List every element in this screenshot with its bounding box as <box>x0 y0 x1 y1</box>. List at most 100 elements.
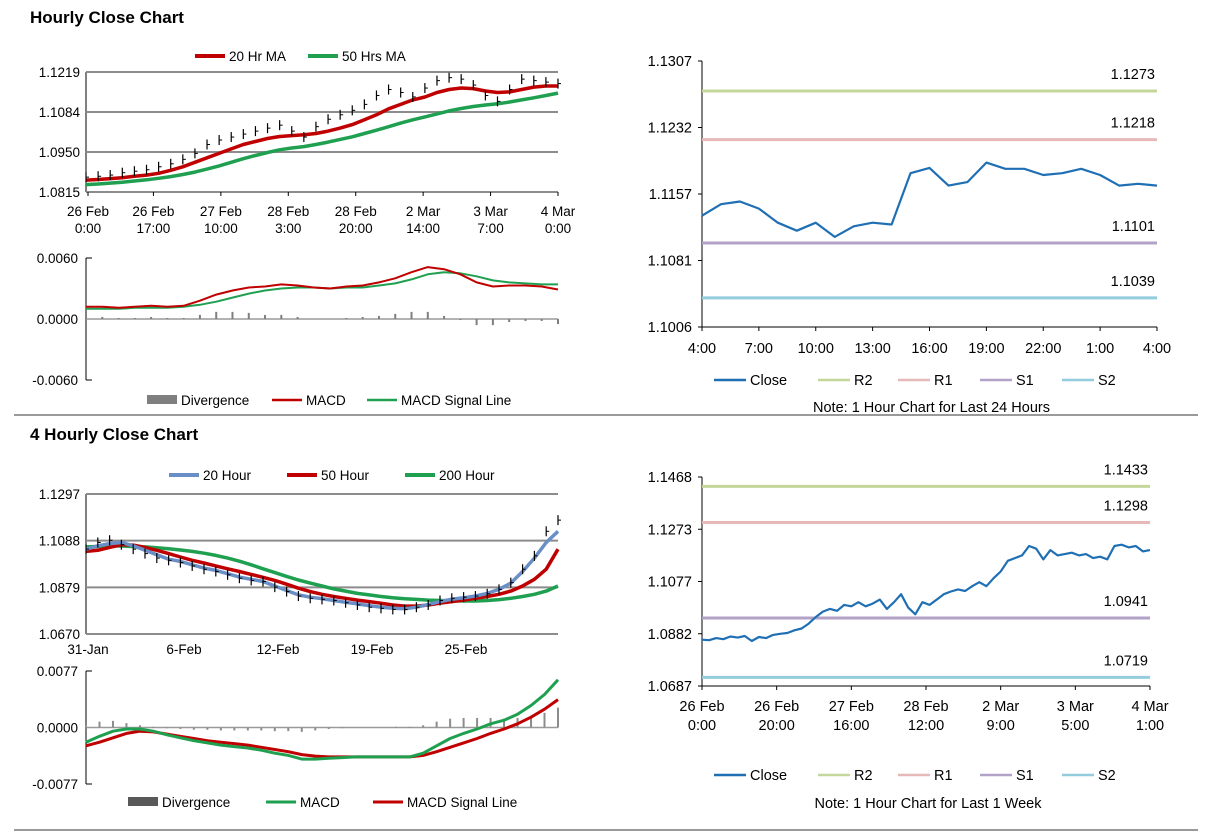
four-hourly-levels-x-tick-time: 1:00 <box>1136 718 1164 734</box>
four-hourly-levels-x-tick-date: 26 Feb <box>754 699 799 715</box>
four-hourly-levels-y-tick: 1.1273 <box>648 522 692 538</box>
hourly-macd-legend-macd-label: MACD <box>306 393 346 408</box>
four-hourly-levels-x-tick-time: 16:00 <box>833 718 869 734</box>
four-hourly-macd-legend-divergence-label: Divergence <box>162 795 230 810</box>
four-hourly-price-x-tick: 12-Feb <box>257 642 300 657</box>
hourly-price-x-tick-date: 3 Mar <box>473 204 508 219</box>
four-hourly-50h-line <box>85 542 560 608</box>
four-hourly-macd-y-tick: -0.0077 <box>32 777 78 792</box>
hourly-macd-legend-divergence-swatch <box>147 395 177 404</box>
four-hourly-macd-y-tick: 0.0000 <box>37 721 78 736</box>
hourly-levels-x-tick: 16:00 <box>911 341 947 357</box>
hourly-levels-legend-s2-label: S2 <box>1098 373 1116 389</box>
four-hourly-levels-close-line <box>701 543 1151 643</box>
hourly-price-x-tick-time: 7:00 <box>477 221 503 236</box>
four-hourly-levels-x-tick-time: 0:00 <box>688 718 716 734</box>
hourly-macd-signal-line <box>86 271 558 310</box>
hourly-levels-x-tick: 19:00 <box>968 341 1004 357</box>
hourly-levels-x-tick: 22:00 <box>1025 341 1061 357</box>
four-hourly-levels-x-tick-date: 2 Mar <box>982 699 1019 715</box>
four-hourly-levels-level-s1-label: 1.0941 <box>1104 594 1148 610</box>
four-hourly-levels-legend-s1-label: S1 <box>1016 768 1034 784</box>
four-hourly-levels-level-r1-label: 1.1298 <box>1104 498 1148 514</box>
hourly-macd-legend-divergence-label: Divergence <box>181 393 249 408</box>
hourly-levels-x-tick: 10:00 <box>798 341 834 357</box>
four-hourly-levels-x-tick-time: 12:00 <box>908 718 944 734</box>
four-hourly-levels-x-tick-date: 28 Feb <box>903 699 948 715</box>
hourly-macd-y-tick: 0.0000 <box>37 312 78 327</box>
hourly-levels-y-tick: 1.1157 <box>649 187 692 203</box>
hourly-price-x-tick-time: 14:00 <box>406 221 440 236</box>
four-hourly-levels-legend-r1-label: R1 <box>934 768 953 784</box>
hourly-levels-x-tick: 13:00 <box>854 341 890 357</box>
four-hourly-levels-level-r2-label: 1.1433 <box>1104 462 1148 478</box>
four-hourly-levels-x-tick-date: 4 Mar <box>1131 699 1168 715</box>
four-hourly-levels-legend-r2-label: R2 <box>854 768 873 784</box>
hourly-price-y-tick: 1.1219 <box>39 65 80 80</box>
hourly-legend-50ma-label: 50 Hrs MA <box>342 49 406 64</box>
four-hourly-price-x-tick: 6-Feb <box>166 642 201 657</box>
hourly-price-x-tick-time: 3:00 <box>275 221 301 236</box>
four-hourly-levels-level-s2-label: 1.0719 <box>1104 653 1148 669</box>
four-hourly-levels-x-tick-date: 27 Feb <box>829 699 874 715</box>
four-hourly-levels-note: Note: 1 Hour Chart for Last 1 Week <box>814 796 1042 812</box>
four-hourly-levels-legend-s2-label: S2 <box>1098 768 1116 784</box>
hourly-section-title: Hourly Close Chart <box>30 8 184 27</box>
four-hourly-price-y-tick: 1.1088 <box>39 534 80 549</box>
hourly-price-y-tick: 1.0815 <box>39 185 80 200</box>
hourly-macd-y-tick: -0.0060 <box>32 373 78 388</box>
hourly-price-x-tick-date: 26 Feb <box>132 204 174 219</box>
hourly-levels-x-tick: 4:00 <box>1143 341 1171 357</box>
hourly-price-x-tick-date: 28 Feb <box>335 204 377 219</box>
four-hourly-macd-legend-divergence-swatch <box>128 797 158 806</box>
four-hourly-price-x-tick: 19-Feb <box>351 642 394 657</box>
hourly-levels-legend-close-label: Close <box>750 373 787 389</box>
hourly-price-x-tick-time: 20:00 <box>339 221 373 236</box>
hourly-levels-note: Note: 1 Hour Chart for Last 24 Hours <box>813 400 1050 416</box>
hourly-price-x-tick-date: 2 Mar <box>406 204 441 219</box>
hourly-legend-20ma-label: 20 Hr MA <box>229 49 286 64</box>
hourly-levels-y-tick: 1.1307 <box>648 54 692 70</box>
four-hourly-price-x-tick: 31-Jan <box>67 642 108 657</box>
hourly-price-x-tick-time: 10:00 <box>204 221 238 236</box>
four-hourly-levels-x-tick-date: 3 Mar <box>1057 699 1094 715</box>
four-hourly-levels-y-tick: 1.0687 <box>648 679 692 695</box>
four-hourly-levels-y-tick: 1.1077 <box>648 575 692 591</box>
hourly-levels-y-tick: 1.1006 <box>648 320 692 336</box>
hourly-levels-y-tick: 1.1232 <box>648 121 692 137</box>
four-hourly-legend-20h-label: 20 Hour <box>203 468 252 483</box>
hourly-price-x-tick-time: 0:00 <box>75 221 101 236</box>
hourly-levels-x-tick: 4:00 <box>688 341 716 357</box>
four-hourly-levels-x-tick-time: 20:00 <box>759 718 795 734</box>
four-hourly-levels-x-tick-time: 9:00 <box>987 718 1015 734</box>
hourly-price-x-tick-date: 28 Feb <box>267 204 309 219</box>
hourly-levels-legend-r2-label: R2 <box>854 373 873 389</box>
hourly-20ma-line <box>85 84 558 182</box>
hourly-price-y-tick: 1.0950 <box>39 145 80 160</box>
four-hourly-200h-line <box>85 544 559 603</box>
hourly-levels-x-tick: 1:00 <box>1086 341 1114 357</box>
hourly-price-x-tick-date: 27 Feb <box>200 204 242 219</box>
hourly-levels-level-r1-label: 1.1218 <box>1111 116 1155 132</box>
bottom-divider <box>14 829 1198 831</box>
four-hourly-legend-50h-label: 50 Hour <box>321 468 370 483</box>
four-hourly-legend-200h-label: 200 Hour <box>439 468 495 483</box>
four-hourly-section-title: 4 Hourly Close Chart <box>30 425 199 444</box>
hourly-levels-y-tick: 1.1081 <box>648 254 692 270</box>
hourly-price-x-tick-time: 0:00 <box>545 221 571 236</box>
four-hourly-price-y-tick: 1.0879 <box>39 580 80 595</box>
four-hourly-macd-legend-macd-label: MACD <box>300 795 340 810</box>
four-hourly-levels-legend-close-label: Close <box>750 768 787 784</box>
hourly-price-y-tick: 1.1084 <box>39 105 81 120</box>
four-hourly-macd-line <box>85 678 560 761</box>
section-divider <box>14 414 1198 416</box>
hourly-levels-x-tick: 7:00 <box>745 341 773 357</box>
four-hourly-levels-y-tick: 1.1468 <box>648 470 692 486</box>
four-hourly-levels-y-tick: 1.0882 <box>648 627 692 643</box>
hourly-levels-level-s2-label: 1.1039 <box>1111 274 1155 290</box>
hourly-levels-level-s1-label: 1.1101 <box>1112 219 1155 235</box>
hourly-macd-legend-signal-label: MACD Signal Line <box>401 393 511 408</box>
four-hourly-price-y-tick: 1.1297 <box>39 487 80 502</box>
hourly-macd-y-tick: 0.0060 <box>37 251 78 266</box>
